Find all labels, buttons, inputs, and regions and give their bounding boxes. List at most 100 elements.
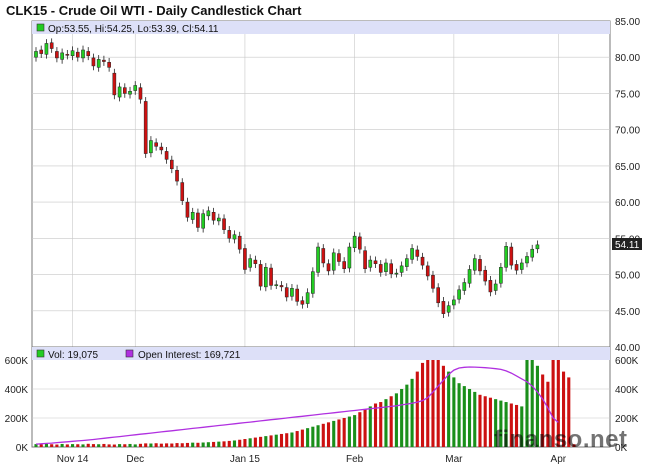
- volume-bar: [400, 389, 404, 447]
- candle: [290, 283, 294, 301]
- candle: [170, 155, 174, 174]
- volume-bar: [457, 383, 461, 447]
- volume-bar: [206, 442, 210, 447]
- volume-bar: [86, 443, 90, 447]
- volume-bar: [44, 443, 48, 447]
- volume-bar: [551, 360, 555, 447]
- volume-bar: [217, 441, 221, 447]
- candle: [504, 241, 508, 272]
- candle: [264, 262, 268, 292]
- candle: [478, 254, 482, 276]
- volume-bar: [509, 403, 513, 447]
- volume-bar: [535, 365, 539, 447]
- volume-bar: [488, 397, 492, 447]
- volume-bar: [76, 444, 80, 447]
- candle: [342, 257, 346, 274]
- price-legend-text: Op:53.55, Hi:54.25, Lo:53.39, Cl:54.11: [48, 24, 219, 35]
- volume-bar: [180, 443, 184, 447]
- volume-bar: [290, 432, 294, 447]
- candle: [452, 295, 456, 310]
- candle: [164, 147, 169, 164]
- candle: [326, 259, 331, 276]
- candle: [493, 279, 498, 295]
- candle: [138, 83, 143, 104]
- volume-bar: [295, 431, 299, 447]
- candle: [389, 259, 393, 279]
- candle: [472, 254, 477, 275]
- candle: [222, 214, 226, 234]
- volume-bar: [483, 396, 487, 447]
- candle: [154, 138, 158, 151]
- candle: [378, 260, 383, 277]
- volume-bar: [342, 418, 346, 447]
- volume-bar: [347, 416, 351, 447]
- volume-bar: [227, 440, 231, 447]
- candle: [232, 230, 237, 244]
- candle: [441, 297, 446, 319]
- candle: [415, 245, 420, 261]
- candle: [55, 47, 59, 63]
- volume-bar: [170, 443, 174, 447]
- candle: [384, 258, 388, 277]
- volume-bar: [196, 442, 200, 447]
- candle: [65, 49, 70, 60]
- candle: [180, 178, 185, 206]
- volume-bar: [222, 441, 226, 447]
- candles: [34, 38, 540, 319]
- price-tick-label: 85.00: [615, 17, 640, 28]
- candle: [107, 57, 111, 72]
- candle: [159, 142, 164, 155]
- volume-bar: [60, 443, 64, 447]
- volume-bar: [149, 443, 153, 447]
- volume-bar: [462, 386, 466, 447]
- candle: [75, 47, 80, 62]
- price-panel: [31, 20, 611, 348]
- candle: [211, 207, 216, 225]
- volume-bar: [410, 378, 414, 447]
- candle: [457, 285, 461, 304]
- volume-bar: [514, 404, 519, 447]
- candle: [86, 47, 91, 61]
- candle: [91, 53, 96, 71]
- candle: [399, 261, 404, 277]
- volume-bar: [368, 406, 372, 447]
- last-price-badge: [612, 238, 642, 250]
- open-interest-line: [35, 366, 559, 445]
- volume-bar: [243, 439, 247, 447]
- price-tick-label: 75.00: [615, 89, 640, 100]
- candle: [185, 197, 190, 222]
- candle: [217, 213, 221, 226]
- volume-bar: [332, 420, 336, 447]
- candle: [514, 260, 519, 275]
- volume-bar: [91, 444, 96, 447]
- volume-bar: [97, 444, 101, 447]
- volume-tick-label-left: 600K: [5, 356, 29, 367]
- up-square-icon: [36, 23, 45, 32]
- volume-bar: [389, 396, 393, 447]
- volume-bar: [541, 374, 545, 447]
- candle: [337, 249, 341, 266]
- candle: [467, 265, 472, 288]
- volume-grid: [32, 388, 610, 419]
- volume-bar: [426, 360, 430, 447]
- volume-tick-label-right: 400K: [615, 385, 639, 396]
- candle: [248, 254, 252, 272]
- volume-panel: [31, 346, 611, 448]
- candle: [352, 231, 357, 253]
- volume-bar: [373, 403, 378, 447]
- candle: [269, 263, 273, 290]
- volume-bar: [175, 443, 179, 447]
- watermark: finanso.net: [494, 426, 628, 453]
- candle: [373, 256, 378, 269]
- volume-bar: [264, 436, 268, 447]
- x-tick-label: Feb: [346, 454, 364, 465]
- volume-bar: [138, 443, 143, 447]
- volume-bar: [556, 360, 560, 447]
- volume-bar: [102, 443, 106, 447]
- candle: [274, 280, 279, 290]
- candle: [190, 207, 195, 224]
- volume-bar: [269, 435, 273, 447]
- candle: [258, 260, 263, 291]
- candle: [410, 244, 414, 264]
